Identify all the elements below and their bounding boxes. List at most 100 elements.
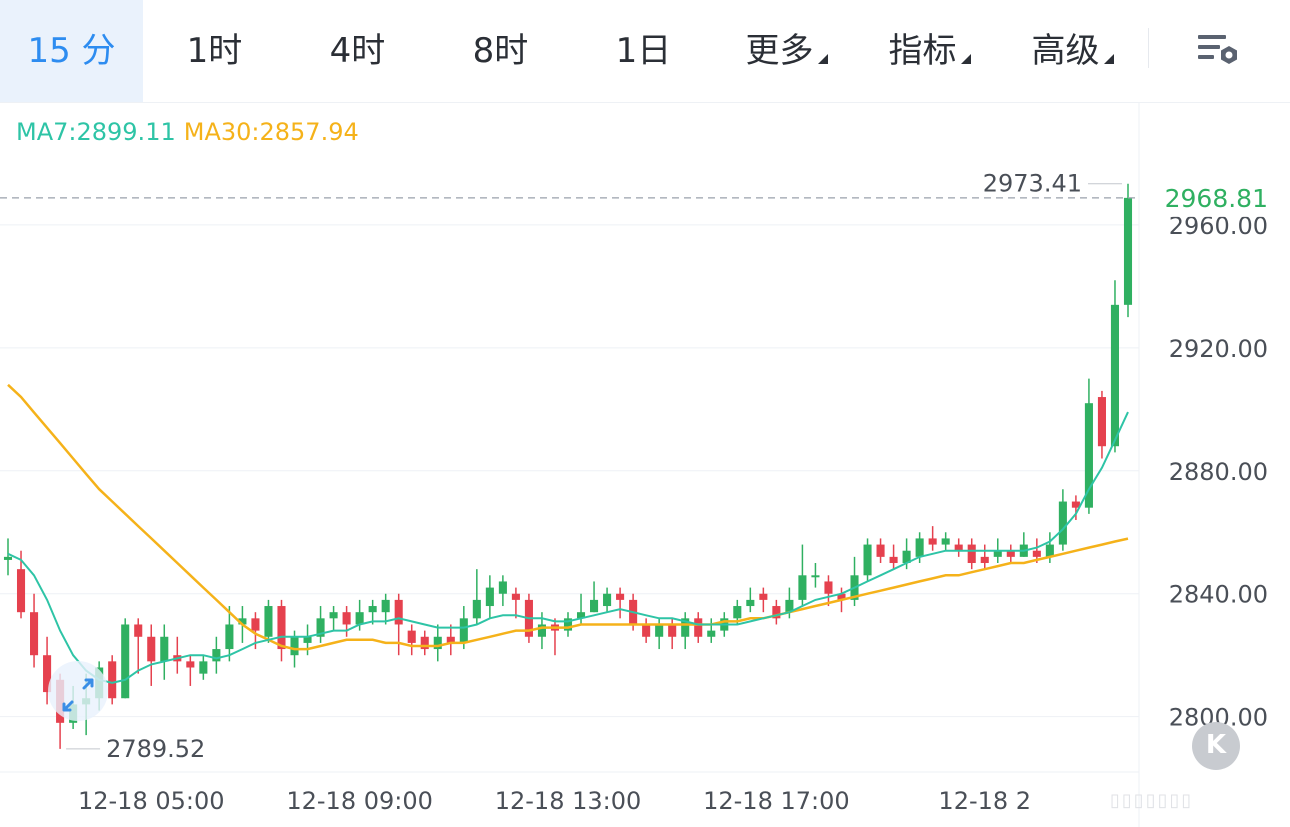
time-tick-label: 12-18 17:00 — [703, 787, 850, 815]
candle-body — [1097, 397, 1106, 447]
candle-body — [863, 544, 872, 576]
tab-label: 指标 — [888, 31, 957, 71]
candle-body — [772, 606, 781, 619]
grid-lines — [0, 224, 1139, 773]
tab-label: 1时 — [186, 31, 243, 71]
candle-body — [381, 599, 390, 613]
candle-body — [147, 636, 156, 662]
candle-body — [681, 618, 690, 637]
tab-1h[interactable]: 1时 — [143, 0, 286, 102]
ma7-line — [7, 411, 1129, 684]
candle-body — [316, 618, 325, 637]
candle-body — [368, 606, 377, 613]
candle-body — [576, 612, 586, 619]
candle-body — [811, 575, 820, 578]
candle-body — [694, 618, 703, 637]
current-price-tag-bg — [1141, 178, 1290, 217]
tab-1d[interactable]: 1日 — [572, 0, 715, 102]
candle-body — [915, 538, 924, 557]
candle-body — [303, 636, 312, 643]
candle-body — [563, 618, 573, 631]
time-tick-label: 12-18 05:00 — [78, 787, 225, 815]
candle-body — [733, 606, 742, 619]
candle-body — [837, 593, 846, 600]
candle-body — [43, 655, 52, 693]
price-tick-label: 2920.00 — [1169, 335, 1268, 363]
tab-label: 1日 — [615, 31, 672, 71]
candle-body — [199, 661, 208, 674]
candle-body — [225, 624, 234, 650]
candle-body — [655, 624, 664, 637]
candle-body — [446, 636, 455, 643]
candle-body — [980, 556, 989, 564]
candle-body — [1032, 550, 1041, 557]
chart-settings-icon[interactable] — [1196, 32, 1242, 70]
price-markers: 2968.81 2973.41 2789.52 — [0, 170, 1290, 763]
candle-body — [889, 556, 898, 564]
tab-8h[interactable]: 8时 — [429, 0, 572, 102]
tab-label: 4时 — [329, 31, 386, 71]
price-tick-label: 2880.00 — [1169, 458, 1268, 486]
tab-more-dropdown[interactable]: 更多 — [715, 0, 858, 102]
candle-body — [251, 618, 260, 631]
candle-body — [785, 599, 794, 613]
candle-body — [3, 556, 13, 560]
candle-body — [459, 618, 468, 643]
watermark: ▯▯▯▯▯▯▯ — [1110, 790, 1194, 811]
caret-down-icon — [960, 54, 971, 64]
candle-body — [876, 544, 885, 557]
crosshair-icon[interactable] — [48, 661, 108, 721]
tab-label: 高级 — [1031, 31, 1100, 71]
tab-label: 8时 — [472, 31, 529, 71]
candle-body — [355, 612, 364, 625]
ma30-line — [7, 383, 1129, 651]
collapse-button[interactable]: K — [1192, 722, 1240, 770]
candle-body — [746, 599, 755, 607]
candle-body — [329, 612, 338, 619]
candle-body — [264, 606, 273, 637]
candle-body — [511, 593, 520, 600]
candle-body — [433, 636, 442, 650]
candle-body — [993, 550, 1002, 557]
candle-body — [16, 569, 26, 613]
candle-body — [1123, 197, 1133, 305]
candle-body — [1110, 304, 1120, 447]
candle-body — [238, 618, 247, 625]
candle-body — [902, 550, 911, 564]
time-tick-label: 12-18 09:00 — [286, 787, 433, 815]
moving-average-legend: MA7:2899.11 MA30:2857.94 — [16, 118, 359, 146]
ma30-value: MA30:2857.94 — [183, 118, 359, 146]
candle-body — [759, 593, 768, 600]
tab-label: 更多 — [745, 31, 814, 71]
candle-body — [616, 593, 625, 600]
candle-body — [212, 649, 221, 662]
candle-body — [160, 636, 169, 662]
time-tick-label: 12-18 13:00 — [495, 787, 642, 815]
candle-body — [1071, 501, 1080, 508]
candle-body — [407, 630, 416, 643]
candle-body — [824, 581, 833, 594]
candle-body — [1045, 544, 1054, 557]
tab-advanced-dropdown[interactable]: 高级 — [1001, 0, 1144, 102]
caret-down-icon — [817, 54, 828, 64]
candle-body — [472, 599, 481, 619]
tab-label: 15 分 — [27, 31, 116, 71]
candle-body — [1058, 501, 1067, 545]
candle-body — [1084, 403, 1093, 508]
candles — [3, 183, 1133, 749]
candle-body — [668, 624, 677, 637]
time-tick-label: 12-18 2 — [938, 787, 1031, 815]
candle-body — [108, 661, 117, 699]
candle-body — [277, 606, 286, 650]
low-marker-label: 2789.52 — [106, 735, 205, 763]
tab-4h[interactable]: 4时 — [286, 0, 429, 102]
current-price-label: 2968.81 — [1165, 184, 1268, 213]
tab-indicators-dropdown[interactable]: 指标 — [858, 0, 1001, 102]
high-marker-label: 2973.41 — [983, 170, 1082, 198]
candle-body — [420, 636, 429, 650]
candle-body — [798, 575, 807, 600]
candle-body — [134, 624, 143, 637]
candle-body — [342, 612, 351, 625]
tab-15m[interactable]: 15 分 — [0, 0, 143, 102]
